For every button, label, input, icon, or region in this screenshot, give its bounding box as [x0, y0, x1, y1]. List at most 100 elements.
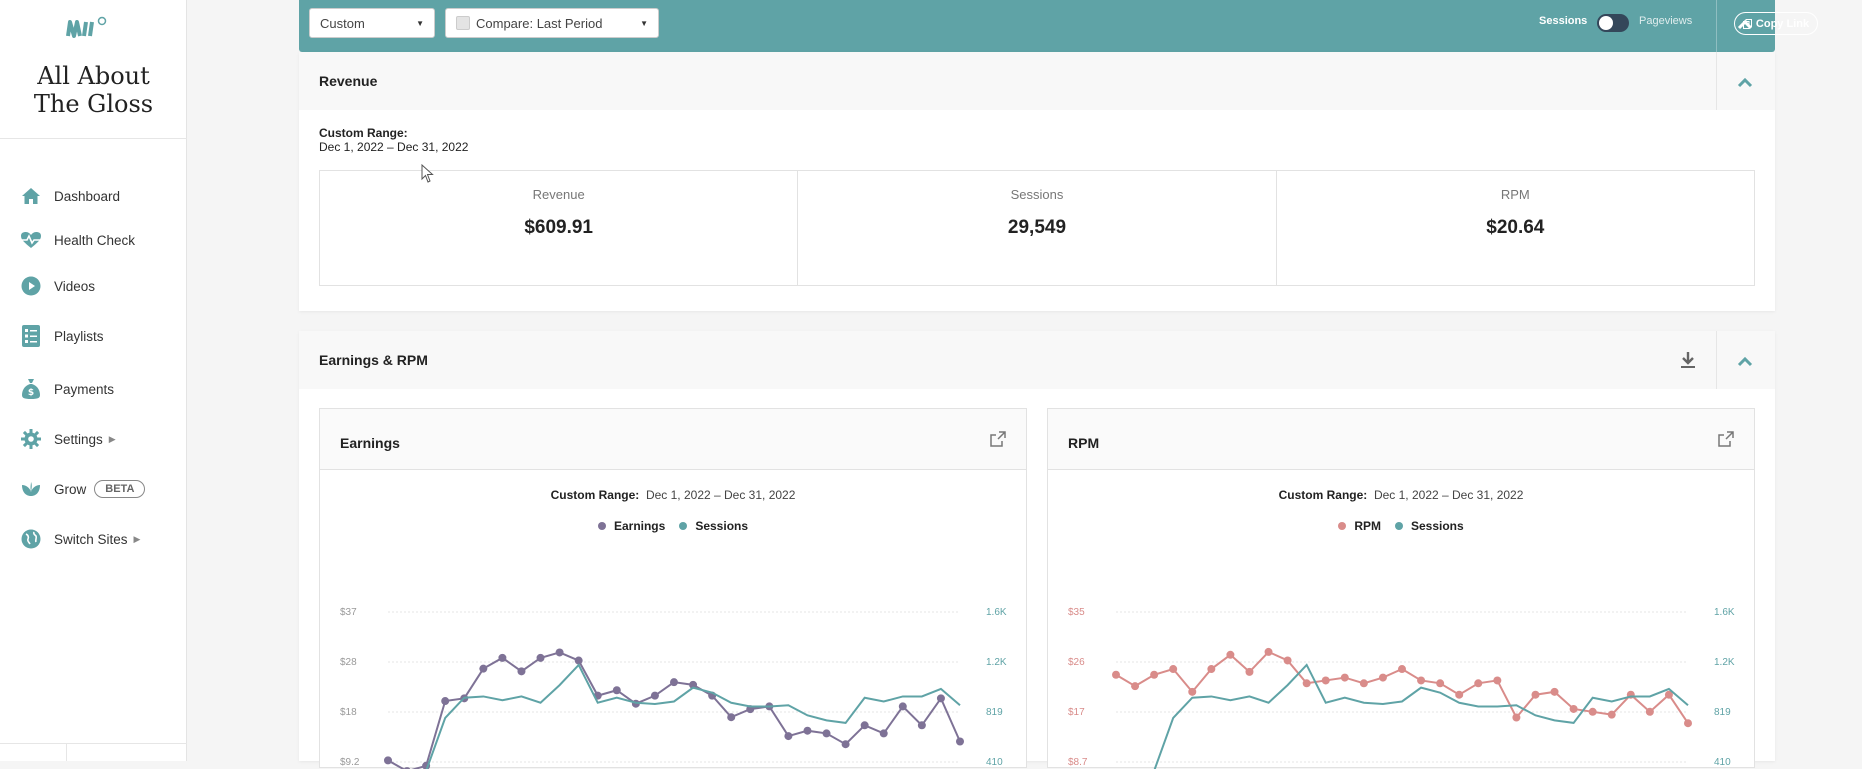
legend-item[interactable]: Sessions	[679, 519, 748, 533]
summary-stats: Revenue $609.91 Sessions 29,549 RPM $20.…	[319, 170, 1755, 286]
card-title: RPM	[1068, 435, 1100, 451]
sidebar-item-settings[interactable]: Settings ▶	[20, 426, 116, 452]
data-point-rpm	[1417, 676, 1426, 685]
chart-legend: RPM Sessions	[1048, 519, 1754, 533]
stat-rpm: RPM $20.64	[1277, 171, 1754, 285]
series-line-sessions	[1153, 663, 1689, 769]
y-left-tick-label: $26	[1068, 657, 1085, 668]
stat-value: 29,549	[1007, 217, 1067, 238]
chart-legend: Earnings Sessions	[320, 519, 1026, 533]
date-range-select[interactable]: Custom ▼	[309, 8, 435, 38]
data-point-earnings	[574, 656, 583, 665]
sidebar-footer-divider	[0, 743, 187, 744]
sidebar-item-dashboard[interactable]: Dashboard	[20, 183, 120, 209]
y-right-tick-label: 410	[1714, 757, 1731, 768]
earnings-line-chart: $37 1.6K $28 1.2K $18 819 $9.2 410	[340, 607, 1007, 769]
chart-subtitle: Custom Range: Dec 1, 2022 – Dec 31, 2022	[1278, 488, 1524, 502]
sessions-pageviews-toggle[interactable]	[1597, 14, 1629, 32]
series-line-earnings	[387, 651, 961, 769]
sidebar-item-grow[interactable]: Grow BETA	[20, 476, 146, 502]
legend-item[interactable]: Sessions	[1394, 519, 1464, 533]
data-point-earnings	[898, 702, 907, 711]
revenue-panel: Revenue Custom Range: Dec 1, 2022 – Dec …	[299, 52, 1775, 311]
y-left-tick-label: $28	[340, 657, 357, 668]
stat-value: $20.64	[1486, 217, 1545, 238]
data-point-rpm	[1131, 682, 1140, 691]
chart-subtitle: Custom Range: Dec 1, 2022 – Dec 31, 2022	[550, 488, 796, 502]
globe-icon	[20, 528, 42, 550]
data-point-rpm	[1455, 690, 1464, 699]
data-point-earnings	[498, 653, 507, 662]
compare-select[interactable]: Compare: Last Period ▼	[445, 8, 659, 38]
sidebar-item-label: Health Check	[54, 232, 136, 248]
sidebar-item-label: Switch Sites	[54, 531, 128, 547]
open-external-icon[interactable]	[1718, 431, 1734, 447]
data-point-rpm	[1302, 679, 1311, 688]
data-point-earnings	[689, 680, 698, 689]
data-point-rpm	[1188, 687, 1197, 696]
caret-right-icon: ▶	[133, 533, 141, 544]
card-header: Earnings	[320, 409, 1026, 470]
stat-label: Revenue	[532, 187, 585, 202]
sidebar-item-label: Settings	[54, 431, 103, 447]
y-left-tick-label: $35	[1068, 607, 1085, 618]
data-point-rpm	[1226, 650, 1235, 659]
data-point-earnings	[784, 732, 793, 741]
download-icon[interactable]	[1680, 351, 1696, 369]
sidebar-item-health-check[interactable]: Health Check	[20, 227, 135, 253]
y-left-tick-label: $37	[340, 607, 357, 618]
toggle-label-sessions: Sessions	[1539, 15, 1588, 27]
legend-item[interactable]: Earnings	[597, 519, 665, 533]
data-point-rpm	[1169, 665, 1178, 674]
compare-color-swatch	[456, 16, 470, 30]
data-point-earnings	[879, 729, 888, 738]
collapse-earnings-button[interactable]	[1735, 352, 1755, 372]
legend-item[interactable]: RPM	[1338, 519, 1381, 533]
chevron-up-icon	[1737, 78, 1753, 88]
data-point-earnings	[650, 691, 659, 700]
data-point-earnings	[860, 721, 869, 730]
data-point-rpm	[1512, 713, 1521, 722]
earnings-chart-card: Earnings Custom Range: Dec 1, 2022 – Dec…	[319, 408, 1027, 769]
data-point-rpm	[1493, 676, 1502, 685]
data-point-rpm	[1150, 670, 1159, 679]
data-point-earnings	[441, 697, 450, 706]
sidebar-item-label: Payments	[54, 381, 115, 397]
data-point-rpm	[1283, 656, 1292, 665]
legend-dot	[679, 522, 688, 530]
sidebar-item-playlists[interactable]: Playlists	[20, 323, 104, 349]
revenue-panel-header: Revenue	[299, 52, 1775, 110]
y-right-tick-label: 819	[986, 707, 1003, 718]
site-name: All About The Gloss	[33, 62, 154, 118]
sidebar-divider	[0, 138, 187, 139]
svg-text:$: $	[28, 388, 34, 398]
sidebar: All About The Gloss Dashboard Health Che…	[0, 0, 187, 761]
data-point-earnings	[822, 729, 831, 738]
open-external-icon[interactable]	[990, 431, 1006, 447]
sidebar-item-switch-sites[interactable]: Switch Sites ▶	[20, 526, 140, 552]
beta-badge: BETA	[94, 480, 146, 498]
sidebar-item-videos[interactable]: Videos	[20, 273, 95, 299]
chevron-up-icon	[1737, 357, 1753, 367]
data-point-earnings	[917, 721, 926, 730]
data-point-rpm	[1550, 687, 1559, 696]
range-value: Dec 1, 2022 – Dec 31, 2022	[319, 140, 469, 154]
rpm-chart-card: RPM Custom Range: Dec 1, 2022 – Dec 31, …	[1047, 408, 1755, 769]
series-line-rpm	[1115, 650, 1689, 724]
legend-dot	[597, 522, 606, 530]
data-point-earnings	[670, 678, 678, 687]
collapse-revenue-button[interactable]	[1735, 73, 1755, 93]
y-right-tick-label: 1.6K	[1714, 607, 1735, 618]
data-point-rpm	[1569, 704, 1578, 713]
sidebar-item-payments[interactable]: $ Payments	[20, 376, 114, 402]
legend-dot	[1394, 522, 1403, 530]
data-point-rpm	[1531, 690, 1540, 699]
collapse-toolbar-button[interactable]	[1735, 15, 1755, 35]
data-point-earnings	[536, 653, 545, 662]
data-point-rpm	[1398, 665, 1406, 674]
chevron-up-icon	[1737, 20, 1753, 30]
range-label: Custom Range:	[319, 126, 408, 140]
compare-value: Compare: Last Period	[476, 15, 603, 31]
data-point-earnings	[936, 694, 945, 703]
data-point-earnings	[384, 756, 392, 765]
